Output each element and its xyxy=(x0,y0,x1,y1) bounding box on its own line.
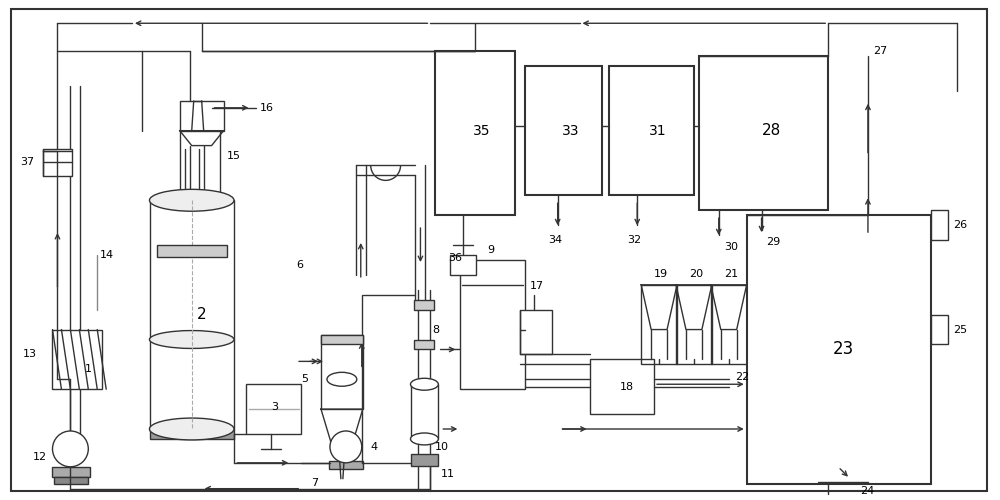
Text: 8: 8 xyxy=(432,324,440,334)
Bar xyxy=(699,56,828,210)
Bar xyxy=(246,384,301,434)
Text: 5: 5 xyxy=(301,374,308,384)
Bar xyxy=(711,285,747,364)
Bar xyxy=(411,454,438,466)
Text: 27: 27 xyxy=(873,46,887,56)
Text: 2: 2 xyxy=(197,307,206,322)
Text: 22: 22 xyxy=(735,372,749,382)
Polygon shape xyxy=(321,409,363,449)
Polygon shape xyxy=(676,285,712,330)
Text: 15: 15 xyxy=(227,150,241,160)
Bar xyxy=(321,334,363,409)
Bar xyxy=(157,245,227,257)
Bar xyxy=(525,66,602,196)
Bar xyxy=(414,340,434,349)
Text: 20: 20 xyxy=(689,269,703,279)
Bar xyxy=(52,330,102,389)
Text: 35: 35 xyxy=(473,124,491,138)
Text: 10: 10 xyxy=(434,442,448,452)
Bar xyxy=(43,148,72,176)
Polygon shape xyxy=(180,130,224,146)
Circle shape xyxy=(52,431,88,467)
Bar xyxy=(520,310,552,354)
Text: 32: 32 xyxy=(627,235,641,245)
Text: 12: 12 xyxy=(33,452,47,462)
Bar xyxy=(435,51,515,215)
Bar xyxy=(931,314,948,344)
Text: 4: 4 xyxy=(371,442,378,452)
Text: 7: 7 xyxy=(311,478,318,488)
Text: 11: 11 xyxy=(440,469,454,479)
Ellipse shape xyxy=(411,378,438,390)
Text: 18: 18 xyxy=(619,382,633,392)
Text: 24: 24 xyxy=(860,486,874,496)
Ellipse shape xyxy=(149,418,234,440)
Ellipse shape xyxy=(411,433,438,445)
Text: 36: 36 xyxy=(448,253,462,263)
Text: 26: 26 xyxy=(953,220,968,230)
Polygon shape xyxy=(641,285,677,330)
Text: 6: 6 xyxy=(296,260,303,270)
Text: 30: 30 xyxy=(724,242,738,252)
Text: 3: 3 xyxy=(271,402,278,412)
Ellipse shape xyxy=(149,190,234,211)
Text: 25: 25 xyxy=(953,324,968,334)
Text: 19: 19 xyxy=(654,269,668,279)
Text: 21: 21 xyxy=(724,269,738,279)
Bar xyxy=(150,429,234,439)
Text: 17: 17 xyxy=(530,281,544,291)
Text: 33: 33 xyxy=(562,124,579,138)
Text: 31: 31 xyxy=(649,124,667,138)
Text: 9: 9 xyxy=(487,245,494,255)
Bar xyxy=(676,285,712,364)
Text: 13: 13 xyxy=(23,350,37,360)
Text: 14: 14 xyxy=(100,250,114,260)
Bar xyxy=(747,215,931,483)
Bar xyxy=(321,334,363,344)
Bar xyxy=(54,476,88,484)
Text: 28: 28 xyxy=(762,123,781,138)
Bar xyxy=(52,467,90,476)
Bar xyxy=(329,461,363,469)
Bar xyxy=(590,360,654,414)
Bar xyxy=(641,285,677,364)
Ellipse shape xyxy=(149,330,234,348)
Bar xyxy=(150,200,234,429)
Text: 1: 1 xyxy=(85,364,92,374)
Bar xyxy=(609,66,694,196)
Bar xyxy=(460,260,525,389)
Text: 23: 23 xyxy=(833,340,854,358)
Circle shape xyxy=(330,431,362,463)
Text: 34: 34 xyxy=(548,235,562,245)
Ellipse shape xyxy=(327,372,357,386)
Bar xyxy=(180,101,224,130)
Text: 29: 29 xyxy=(767,237,781,247)
Bar xyxy=(931,210,948,240)
Bar xyxy=(414,300,434,310)
Text: 37: 37 xyxy=(21,158,35,168)
Bar xyxy=(185,248,209,258)
Bar xyxy=(450,255,476,275)
Bar xyxy=(411,384,438,439)
Text: 16: 16 xyxy=(259,103,273,113)
Polygon shape xyxy=(711,285,747,330)
